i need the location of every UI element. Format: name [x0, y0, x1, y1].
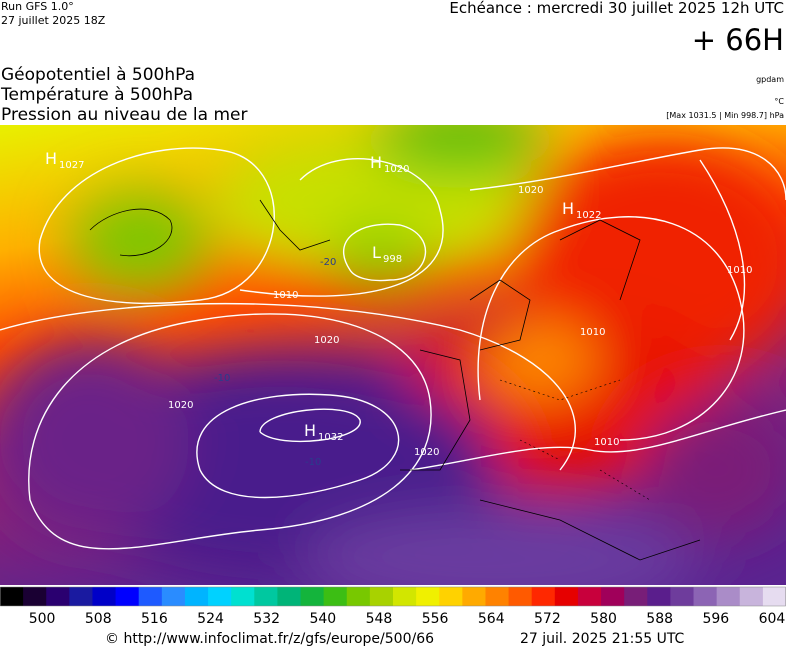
unit: gpdam	[756, 75, 784, 84]
contour-label: -10	[214, 373, 230, 384]
colorbar-label: 524	[197, 611, 224, 627]
unit: °C	[774, 97, 784, 106]
system-value: 1020	[384, 164, 409, 175]
system-letter: H	[562, 199, 574, 218]
contour-label: -10	[305, 457, 321, 468]
generated: 27 juil. 2025 21:55 UTC	[520, 631, 685, 647]
contour-label: 1010	[580, 327, 605, 338]
map	[0, 125, 786, 585]
colorbar-label: 588	[646, 611, 673, 627]
colorbar-cell	[439, 587, 463, 606]
colorbar-cell	[716, 587, 741, 606]
colorbar-label: 540	[309, 611, 336, 627]
colorbar-cell	[115, 587, 140, 606]
colorbar-cell	[346, 587, 371, 606]
unit: [Max 1031.5 | Min 998.7] hPa	[666, 111, 784, 120]
colorbar-label: 516	[141, 611, 168, 627]
colorbar-cell	[46, 587, 70, 606]
colorbar-label: 580	[590, 611, 617, 627]
colorbar-label: 596	[702, 611, 729, 627]
colorbar-cell	[184, 587, 209, 606]
colorbar-cell	[554, 587, 579, 606]
system-value: 1027	[59, 160, 84, 171]
field: Température à 500hPa	[0, 85, 193, 105]
colorbar-cell	[577, 587, 602, 606]
system-value: 1022	[576, 210, 601, 221]
colorbar-cell	[416, 587, 440, 606]
colorbar-cell	[23, 587, 47, 606]
colorbar-cell	[69, 587, 93, 606]
run-date: 27 juillet 2025 18Z	[1, 14, 106, 27]
contour-label: 1010	[594, 437, 619, 448]
colorbar-cell	[277, 587, 302, 606]
colorbar-cell	[92, 587, 117, 606]
colorbar-label: 508	[85, 611, 112, 627]
colorbar-cell	[323, 587, 348, 606]
forecast: Echéance : mercredi 30 juillet 2025 12h …	[449, 0, 784, 17]
colorbar-cell	[208, 587, 232, 606]
contour-label: 1020	[414, 447, 439, 458]
system-letter: H	[304, 421, 316, 440]
system-letter: H	[370, 153, 382, 172]
colorbar-cell	[393, 587, 417, 606]
colorbar-cell	[624, 587, 648, 606]
colorbar-cell	[462, 587, 486, 606]
run: Run GFS 1.0°	[1, 0, 74, 13]
contour-label: 1020	[168, 400, 193, 411]
colorbar-label: 564	[478, 611, 505, 627]
colorbar-cell	[369, 587, 394, 606]
colorbar-label: 532	[253, 611, 280, 627]
colorbar: 500 508 516 524 532 540 548 556 564 572 580 588 596 6…	[0, 586, 786, 627]
colorbar-cell	[0, 587, 24, 606]
colorbar-cell	[485, 587, 510, 606]
colorbar-label: 572	[534, 611, 561, 627]
colorbar-cell	[739, 587, 764, 606]
contour-label: 1010	[727, 265, 752, 276]
colorbar-cell	[531, 587, 556, 606]
colorbar-cell	[601, 587, 625, 606]
contour-label: 1020	[314, 335, 339, 346]
system-value: 998	[383, 254, 402, 265]
system-value: 1032	[318, 432, 343, 443]
pressure-systems: H 1027 H 1020 H 1022 H 1032 L 998	[45, 149, 601, 443]
system-letter: H	[45, 149, 57, 168]
colorbar-cell	[670, 587, 695, 606]
colorbar-cell	[231, 587, 255, 606]
colorbar-cell	[693, 587, 718, 606]
contour-labels: 1020 1010 1020 1010 1010 1020 1020 1010 …	[168, 185, 752, 468]
colorbar-cell	[508, 587, 533, 606]
colorbar-label: 500	[29, 611, 56, 627]
system-letter: L	[372, 243, 381, 262]
lead-time: + 66H	[692, 23, 784, 57]
contour-label: 1020	[518, 185, 543, 196]
field: Géopotentiel à 500hPa	[1, 65, 195, 85]
colorbar-cell	[647, 587, 671, 606]
colorbar-cell	[762, 587, 786, 606]
colorbar-label: 548	[366, 611, 393, 627]
colorbar-cell	[161, 587, 186, 606]
colorbar-cell	[300, 587, 325, 606]
colorbar-label: 604	[759, 611, 786, 627]
colorbar-cell	[254, 587, 278, 606]
contour-label: 1010	[273, 290, 298, 301]
field: Pression au niveau de la mer	[1, 105, 247, 125]
source: © http://www.infoclimat.fr/z/gfs/europe/…	[105, 631, 434, 647]
contour-label: -20	[320, 257, 336, 268]
colorbar-cell	[138, 587, 163, 606]
colorbar-label: 556	[422, 611, 449, 627]
